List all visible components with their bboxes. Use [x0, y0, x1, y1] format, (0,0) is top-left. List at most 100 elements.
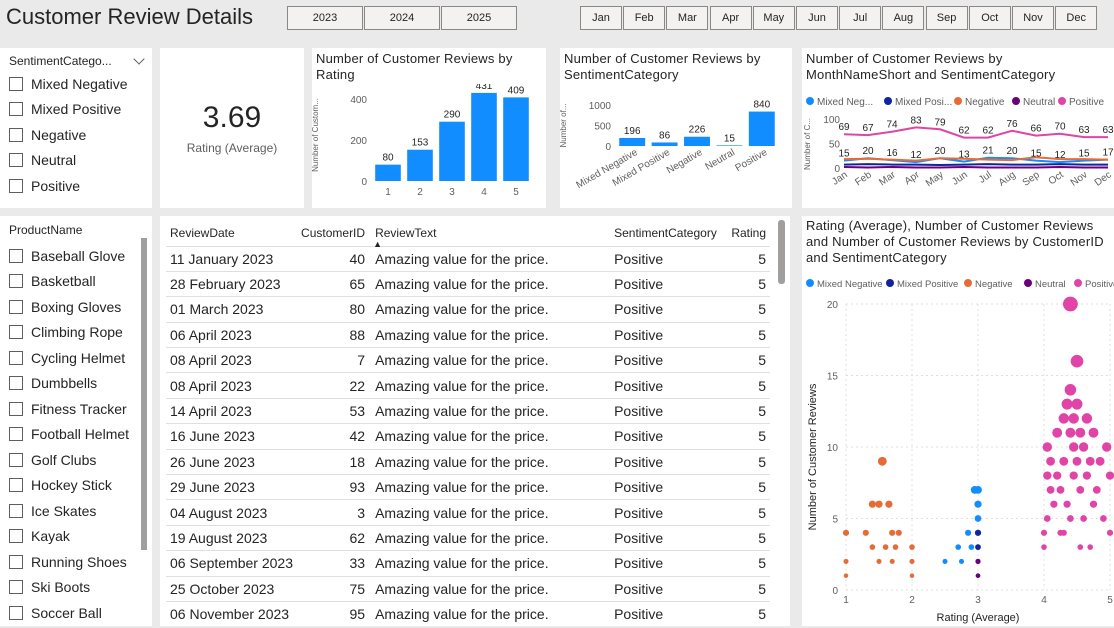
product-option-cycling-helmet[interactable]: Cycling Helmet [0, 345, 152, 371]
scatter-point[interactable] [869, 501, 876, 508]
scatter-point[interactable] [1089, 428, 1099, 438]
scatter-point[interactable] [1044, 515, 1051, 522]
month-tile-feb[interactable]: Feb [623, 6, 665, 30]
product-option-ice-skates[interactable]: Ice Skates [0, 498, 152, 524]
sentiment-option-neutral[interactable]: Neutral [0, 148, 152, 174]
checkbox[interactable] [9, 153, 23, 167]
series-line[interactable] [844, 127, 1108, 137]
scatter-point[interactable] [955, 544, 961, 550]
scatter-point[interactable] [883, 544, 889, 550]
scatter-point[interactable] [1107, 530, 1113, 536]
month-tile-nov[interactable]: Nov [1012, 6, 1054, 30]
checkbox[interactable] [9, 427, 23, 441]
product-option-ski-boots[interactable]: Ski Boots [0, 575, 152, 601]
scatter-point[interactable] [1075, 428, 1085, 438]
scatter-point[interactable] [1041, 530, 1047, 536]
scatter-point[interactable] [942, 559, 947, 564]
product-option-kayak[interactable]: Kayak [0, 524, 152, 550]
bar[interactable] [471, 93, 497, 181]
month-tile-apr[interactable]: Apr [710, 6, 752, 30]
scatter-point[interactable] [1062, 399, 1073, 410]
month-tile-jun[interactable]: Jun [796, 6, 838, 30]
scatter-point[interactable] [1065, 428, 1075, 438]
scatter-point[interactable] [875, 501, 882, 508]
checkbox[interactable] [9, 555, 23, 569]
scatter-point[interactable] [976, 573, 981, 578]
product-option-soccer-ball[interactable]: Soccer Ball [0, 600, 152, 626]
month-tile-mar[interactable]: Mar [666, 6, 708, 30]
sentiment-option-negative[interactable]: Negative [0, 122, 152, 148]
checkbox[interactable] [9, 77, 23, 91]
product-option-fitness-tracker[interactable]: Fitness Tracker [0, 396, 152, 422]
scatter-point[interactable] [893, 544, 899, 550]
checkbox[interactable] [9, 529, 23, 543]
checkbox[interactable] [9, 249, 23, 263]
scatter-point[interactable] [909, 544, 915, 550]
checkbox[interactable] [9, 128, 23, 142]
scatter-point[interactable] [1057, 530, 1063, 536]
bar[interactable] [716, 145, 742, 146]
scatter-point[interactable] [889, 530, 895, 536]
scatter-point[interactable] [876, 559, 881, 564]
bar[interactable] [652, 142, 678, 146]
product-option-football-helmet[interactable]: Football Helmet [0, 422, 152, 448]
scatter-point[interactable] [1079, 442, 1088, 451]
scatter-point[interactable] [1043, 442, 1052, 451]
checkbox[interactable] [9, 402, 23, 416]
table-scrollbar[interactable] [778, 220, 785, 284]
product-option-basketball[interactable]: Basketball [0, 269, 152, 295]
scatter-point[interactable] [1059, 457, 1068, 466]
sentiment-option-positive[interactable]: Positive [0, 173, 152, 199]
product-scrollbar[interactable] [141, 238, 147, 550]
scatter-point[interactable] [1086, 457, 1095, 466]
checkbox[interactable] [9, 606, 23, 620]
scatter-point[interactable] [1067, 515, 1074, 522]
scatter-point[interactable] [1046, 457, 1055, 466]
year-tile-2025[interactable]: 2025 [441, 6, 517, 30]
scatter-point[interactable] [1063, 501, 1070, 508]
scatter-point[interactable] [1093, 486, 1101, 494]
scatter-point[interactable] [843, 559, 848, 564]
checkbox[interactable] [9, 179, 23, 193]
scatter-point[interactable] [844, 573, 849, 578]
scatter-point[interactable] [1053, 471, 1061, 479]
scatter-point[interactable] [1068, 413, 1078, 423]
product-option-climbing-rope[interactable]: Climbing Rope [0, 320, 152, 346]
scatter-point[interactable] [890, 559, 895, 564]
column-header-sentimentcategory[interactable]: SentimentCategory [610, 220, 722, 246]
bar[interactable] [619, 138, 645, 146]
scatter-point[interactable] [896, 530, 902, 536]
product-option-hockey-stick[interactable]: Hockey Stick [0, 473, 152, 499]
month-tile-may[interactable]: May [753, 6, 795, 30]
scatter-point[interactable] [1059, 413, 1069, 423]
checkbox[interactable] [9, 300, 23, 314]
bar[interactable] [684, 137, 710, 146]
checkbox[interactable] [9, 376, 23, 390]
scatter-point[interactable] [878, 457, 887, 466]
scatter-point[interactable] [965, 530, 971, 536]
scatter-point[interactable] [969, 544, 975, 550]
series-line[interactable] [844, 157, 1108, 160]
scatter-point[interactable] [1071, 399, 1082, 410]
checkbox[interactable] [9, 274, 23, 288]
column-header-customerid[interactable]: CustomerID [297, 220, 371, 246]
month-tile-jan[interactable]: Jan [580, 6, 622, 30]
checkbox[interactable] [9, 351, 23, 365]
month-tile-jul[interactable]: Jul [839, 6, 881, 30]
bar[interactable] [407, 150, 433, 181]
scatter-point[interactable] [959, 559, 964, 564]
checkbox[interactable] [9, 453, 23, 467]
scatter-point[interactable] [910, 573, 915, 578]
